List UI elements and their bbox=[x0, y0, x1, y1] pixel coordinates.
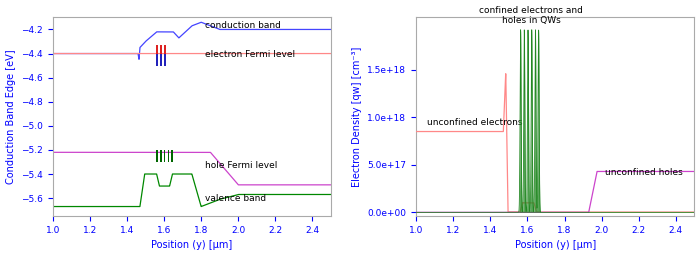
Text: unconfined electrons: unconfined electrons bbox=[427, 118, 523, 127]
Text: valence band: valence band bbox=[205, 194, 266, 202]
Bar bbox=[164, 50, 165, 66]
Bar bbox=[164, 150, 165, 162]
Bar bbox=[172, 150, 173, 162]
Text: conduction band: conduction band bbox=[205, 21, 281, 30]
Bar bbox=[156, 50, 158, 66]
Text: hole Fermi level: hole Fermi level bbox=[205, 161, 277, 170]
Bar bbox=[156, 150, 158, 162]
Bar bbox=[164, 45, 165, 54]
Bar bbox=[156, 45, 158, 54]
Bar bbox=[167, 150, 169, 162]
Y-axis label: Electron Density [qw] [cm⁻³]: Electron Density [qw] [cm⁻³] bbox=[352, 47, 362, 187]
X-axis label: Position (y) [μm]: Position (y) [μm] bbox=[514, 240, 596, 250]
Y-axis label: Conduction Band Edge [eV]: Conduction Band Edge [eV] bbox=[6, 49, 15, 184]
Text: electron Fermi level: electron Fermi level bbox=[205, 50, 295, 59]
Text: confined electrons and
holes in QWs: confined electrons and holes in QWs bbox=[480, 6, 583, 25]
Text: unconfined holes: unconfined holes bbox=[606, 168, 683, 177]
Bar bbox=[160, 50, 162, 66]
Bar bbox=[160, 45, 162, 54]
X-axis label: Position (y) [μm]: Position (y) [μm] bbox=[151, 240, 232, 250]
Bar bbox=[160, 150, 162, 162]
